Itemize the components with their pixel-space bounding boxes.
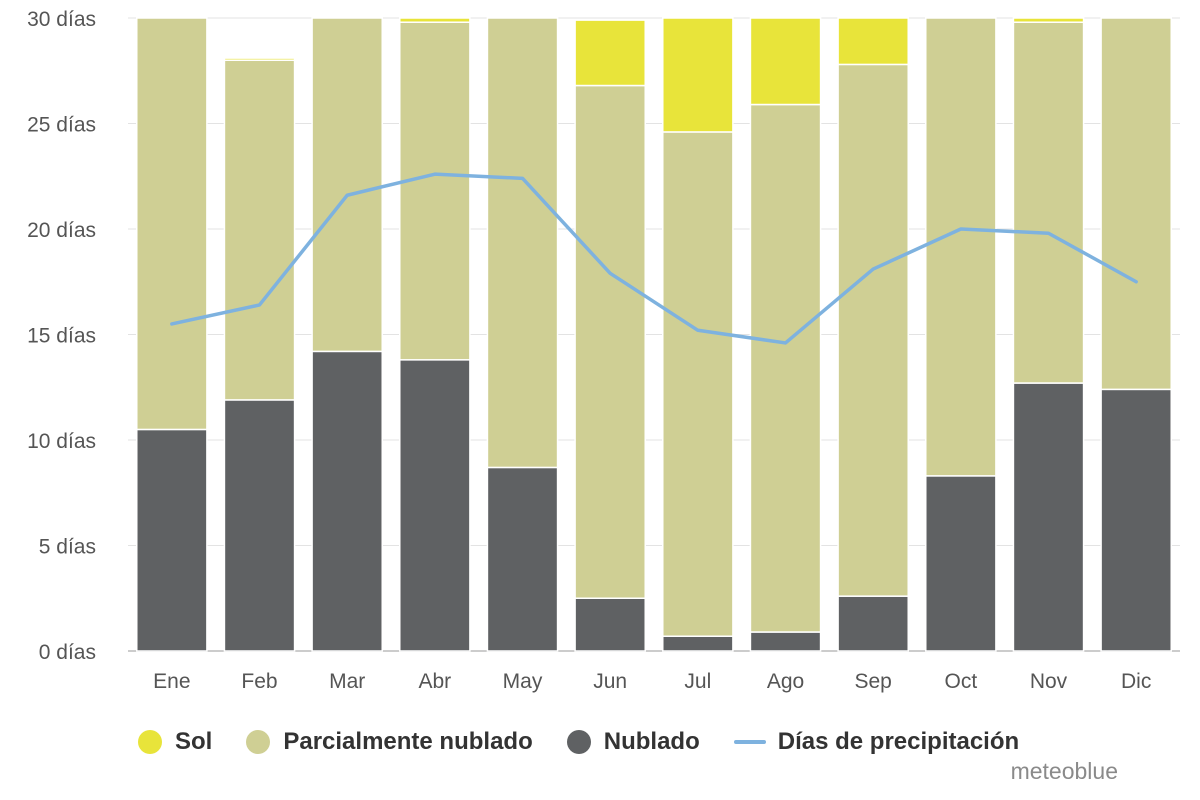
x-tick-label: Abr — [418, 670, 451, 693]
legend-label-precipitacion: Días de precipitación — [777, 728, 1020, 755]
bar-parcialmente-nublado — [399, 21, 471, 361]
legend-item-precipitacion[interactable]: Días de precipitación — [733, 728, 1020, 756]
bar-sol — [574, 19, 646, 87]
watermark-logo: meteoblue — [1010, 758, 1118, 784]
chart-plot: 0 días 5 días 10 días 15 días 20 días 25 días… — [27, 8, 1180, 693]
y-tick-label: 15 días — [27, 325, 96, 348]
bar-nublado — [837, 595, 909, 652]
precipitacion-line-icon — [733, 740, 766, 744]
bar-nublado — [1100, 388, 1172, 652]
line-series-precipitacion — [170, 172, 1138, 345]
bar-parcialmente-nublado — [574, 84, 646, 599]
bar-nublado — [662, 635, 734, 652]
x-tick-label: Ago — [767, 670, 804, 693]
bar-parcialmente-nublado — [223, 59, 296, 401]
bar-nublado — [311, 350, 383, 652]
bars — [136, 17, 1172, 652]
bar-nublado — [1012, 382, 1085, 652]
bar-nublado — [749, 631, 822, 652]
x-axis-ticks: Ene Feb Mar Abr May Jun Jul Ago Sep Oct Nov Dic — [153, 670, 1151, 693]
bar-parcialmente-nublado — [749, 103, 822, 633]
legend-item-nublado[interactable]: Nublado — [566, 728, 700, 756]
bar-parcialmente-nublado — [1012, 21, 1085, 384]
nublado-swatch-icon — [566, 730, 591, 754]
bar-parcialmente-nublado — [1100, 17, 1172, 391]
bar-nublado — [574, 597, 646, 652]
x-tick-label: Mar — [329, 670, 365, 693]
x-tick-label: Jun — [593, 670, 627, 693]
y-tick-label: 5 días — [39, 536, 96, 559]
bar-nublado — [486, 466, 559, 652]
bar-parcialmente-nublado — [837, 63, 909, 597]
bar-sol — [223, 57, 296, 61]
y-axis-ticks: 0 días 5 días 10 días 15 días 20 días 25 días… — [27, 8, 96, 664]
y-tick-label: 25 días — [27, 114, 96, 137]
bar-parcialmente-nublado — [925, 17, 997, 477]
parcialmente-nublado-swatch-icon — [246, 730, 271, 754]
legend-label-nublado: Nublado — [603, 728, 700, 755]
legend-item-parcialmente-nublado[interactable]: Parcialmente nublado — [246, 728, 533, 756]
legend: Sol Parcialmente nublado Nublado Días de… — [138, 728, 1053, 756]
y-tick-label: 30 días — [27, 8, 96, 31]
bar-sol — [1012, 17, 1085, 23]
bar-nublado — [223, 399, 296, 652]
bar-sol — [399, 17, 471, 23]
legend-label-sol: Sol — [175, 728, 213, 755]
bar-nublado — [136, 428, 208, 652]
bar-nublado — [399, 359, 471, 652]
y-tick-label: 20 días — [27, 219, 96, 242]
x-tick-label: Jul — [684, 670, 711, 693]
bar-nublado — [925, 475, 997, 652]
legend-label-parcialmente-nublado: Parcialmente nublado — [283, 728, 533, 755]
legend-item-sol[interactable]: Sol — [138, 728, 212, 756]
bar-sol — [837, 17, 909, 66]
x-tick-label: Oct — [944, 670, 977, 693]
y-tick-label: 10 días — [27, 430, 96, 453]
precipitation-line — [170, 172, 1138, 345]
y-tick-label: 0 días — [39, 641, 96, 664]
sol-swatch-icon — [138, 730, 162, 754]
bar-parcialmente-nublado — [486, 17, 559, 469]
x-tick-label: Sep — [854, 670, 891, 693]
bar-parcialmente-nublado — [136, 17, 208, 431]
x-tick-label: Feb — [241, 670, 277, 693]
x-tick-label: Ene — [153, 670, 190, 693]
bar-parcialmente-nublado — [662, 131, 734, 637]
x-tick-label: Dic — [1121, 670, 1151, 693]
x-tick-label: May — [503, 670, 543, 693]
grid-lines — [128, 17, 1180, 652]
bar-sol — [662, 17, 734, 133]
x-tick-label: Nov — [1030, 670, 1068, 693]
bar-sol — [749, 17, 822, 106]
bar-parcialmente-nublado — [311, 17, 383, 353]
